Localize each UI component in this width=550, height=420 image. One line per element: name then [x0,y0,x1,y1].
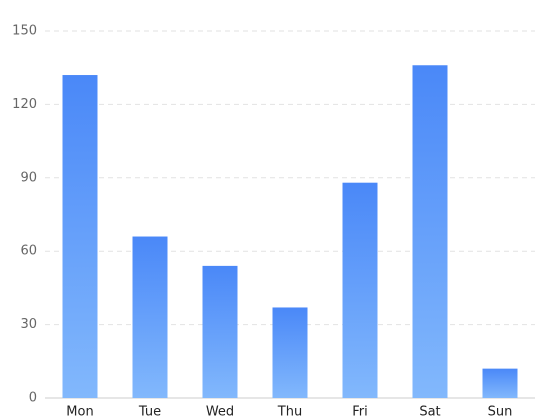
y-tick-label: 150 [12,24,37,39]
bar [62,75,98,398]
y-tick-label: 90 [20,170,37,185]
bar [272,307,308,398]
bar [412,65,448,399]
y-tick-label: 0 [29,391,37,406]
x-tick-label: Wed [206,405,234,420]
bar [202,265,238,398]
bar [132,236,168,398]
y-tick-label: 30 [20,317,37,332]
x-tick-label: Fri [352,405,368,420]
x-tick-label: Mon [66,405,93,420]
bar [342,182,378,398]
y-tick-label: 120 [12,97,37,112]
x-tick-label: Sun [488,405,513,420]
x-tick-label: Thu [277,405,302,420]
x-tick-label: Sat [419,405,440,420]
bar [482,368,518,398]
y-tick-label: 60 [20,244,37,259]
x-tick-label: Tue [138,405,161,420]
